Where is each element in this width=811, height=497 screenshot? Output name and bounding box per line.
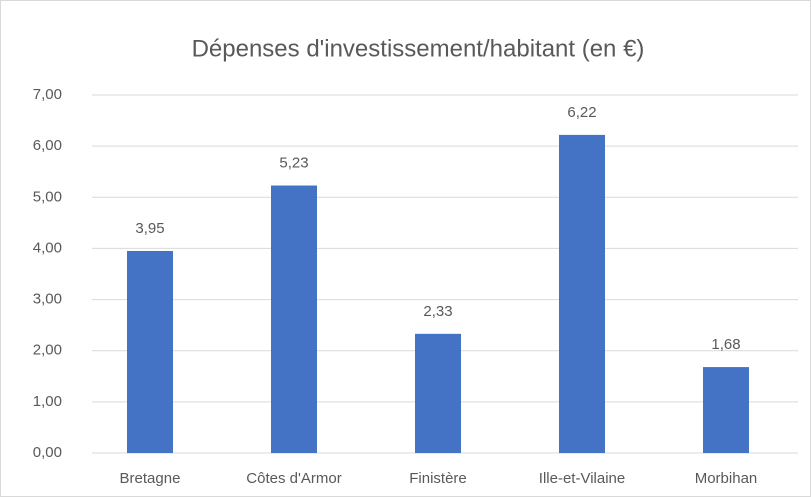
data-label: 6,22 — [567, 104, 596, 121]
x-tick-label: Morbihan — [695, 470, 758, 487]
data-label: 1,68 — [711, 336, 740, 353]
x-tick-label: Bretagne — [120, 470, 181, 487]
bar — [415, 333, 461, 453]
x-tick-label: Côtes d'Armor — [246, 470, 341, 487]
data-label: 3,95 — [135, 220, 164, 237]
chart-title: Dépenses d'investissement/habitant (en €… — [192, 35, 645, 62]
y-tick-label: 7,00 — [33, 86, 62, 103]
y-tick-label: 4,00 — [33, 239, 62, 256]
data-label: 5,23 — [279, 154, 308, 171]
x-tick-label: Ille-et-Vilaine — [539, 470, 625, 487]
y-tick-label: 2,00 — [33, 342, 62, 359]
y-tick-label: 3,00 — [33, 291, 62, 308]
bar — [271, 185, 317, 453]
y-tick-label: 5,00 — [33, 188, 62, 205]
bar — [703, 367, 749, 453]
y-tick-label: 6,00 — [33, 137, 62, 154]
data-label: 2,33 — [423, 303, 452, 320]
x-tick-label: Finistère — [409, 470, 467, 487]
bar — [559, 134, 605, 454]
y-tick-label: 0,00 — [33, 444, 62, 461]
bar — [127, 250, 173, 453]
y-tick-label: 1,00 — [33, 393, 62, 410]
